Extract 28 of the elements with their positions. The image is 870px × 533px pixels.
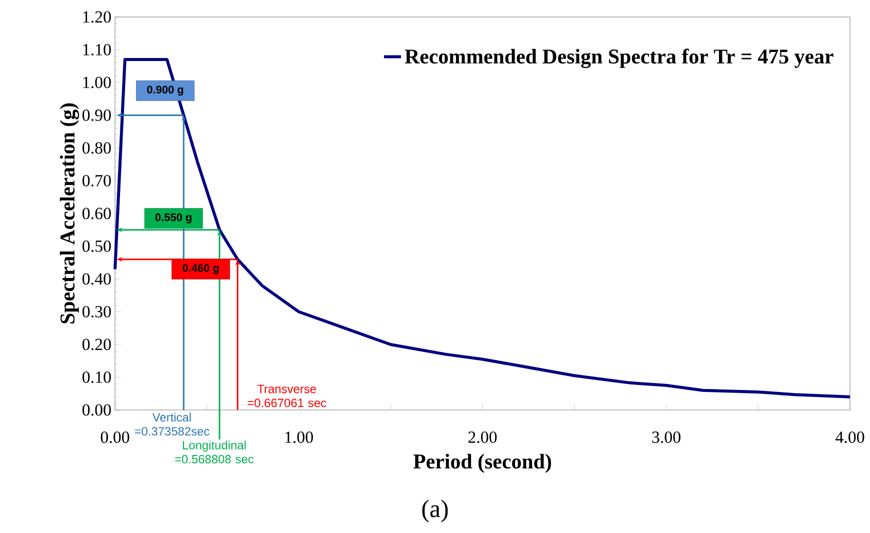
x-tick-label: 2.00 (468, 432, 497, 444)
x-axis-title: Period (second) (413, 454, 552, 473)
y-tick-label: 0.60 (82, 208, 111, 220)
y-tick-label: 0.10 (82, 371, 111, 383)
y-tick-label: 0.50 (82, 240, 111, 252)
x-tick-label: 4.00 (836, 432, 864, 444)
annotation: Transverse =0.667061 sec (248, 384, 326, 408)
y-tick-label: 0.40 (82, 273, 111, 285)
y-tick-label: 1.20 (83, 11, 111, 23)
y-tick-label: 1.10 (83, 44, 111, 56)
y-axis-title: Spectral Acceleration (g) (60, 103, 80, 324)
x-tick-label: 0.00 (100, 432, 130, 444)
text: (a) (422, 500, 448, 522)
legend-label: Recommended Design Spectra for Tr = 475 year (404, 48, 834, 68)
annotation: 0.550 g (155, 213, 192, 224)
y-tick-label: 0.70 (82, 174, 111, 186)
annotation: Longitudinal =0.568808 sec (175, 440, 254, 464)
annotation: 0.460 g (182, 264, 219, 274)
y-tick-label: 0.80 (82, 142, 111, 154)
y-tick-label: 0.20 (82, 338, 111, 350)
y-tick-label: 0.00 (82, 404, 111, 416)
y-tick-label: 0.90 (82, 109, 111, 121)
y-tick-label: 1.00 (83, 76, 111, 88)
annotation: Vertical =0.373582sec (134, 412, 210, 436)
x-tick-label: 1.00 (285, 432, 313, 444)
x-tick-label: 3.00 (652, 432, 680, 444)
y-tick-label: 0.30 (82, 306, 111, 318)
annotation: 0.900 g (147, 86, 184, 96)
